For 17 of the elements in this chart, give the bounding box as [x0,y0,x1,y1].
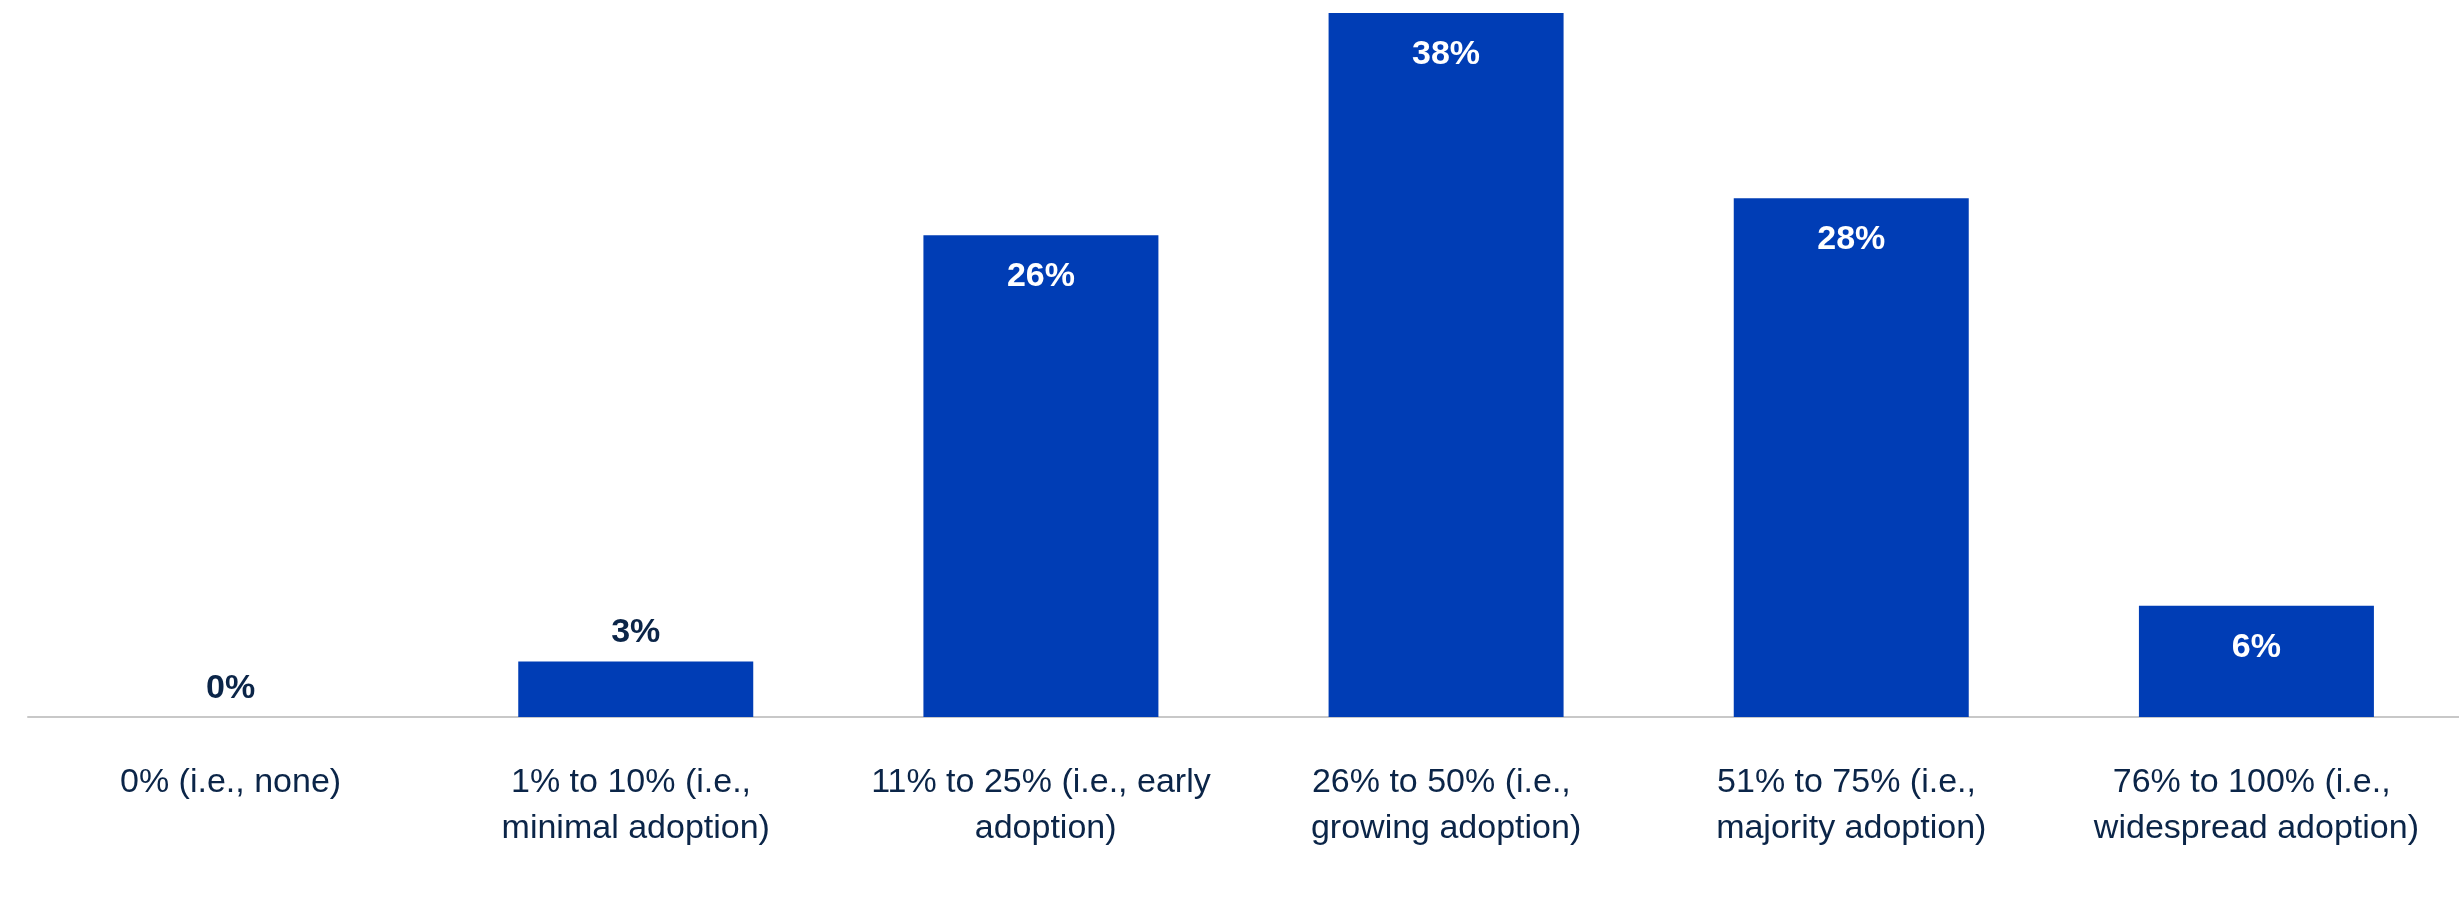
x-tick-label: 0% (i.e., none) [120,761,342,799]
data-label: 26% [1006,255,1075,294]
x-tick-label: 51% to 75% (i.e., majority adoption) [1716,761,1987,845]
bar [2138,605,2374,717]
bar [518,661,754,717]
x-tick-label: 76% to 100% (i.e., widespread adoption) [2092,761,2419,845]
bar [1328,13,1564,717]
data-label: 28% [1817,218,1886,257]
x-tick-label: 1% to 10% (i.e., minimal adoption) [501,761,770,845]
data-label: 3% [611,611,661,650]
bar [923,235,1159,717]
data-label: 0% [206,667,256,705]
x-tick-label: 26% to 50% (i.e., growing adoption) [1310,761,1582,845]
x-tick-label: 11% to 25% (i.e., early adoption) [871,761,1211,845]
data-label: 38% [1412,33,1481,71]
bar [1733,198,1969,717]
data-label: 6% [2231,625,2281,664]
